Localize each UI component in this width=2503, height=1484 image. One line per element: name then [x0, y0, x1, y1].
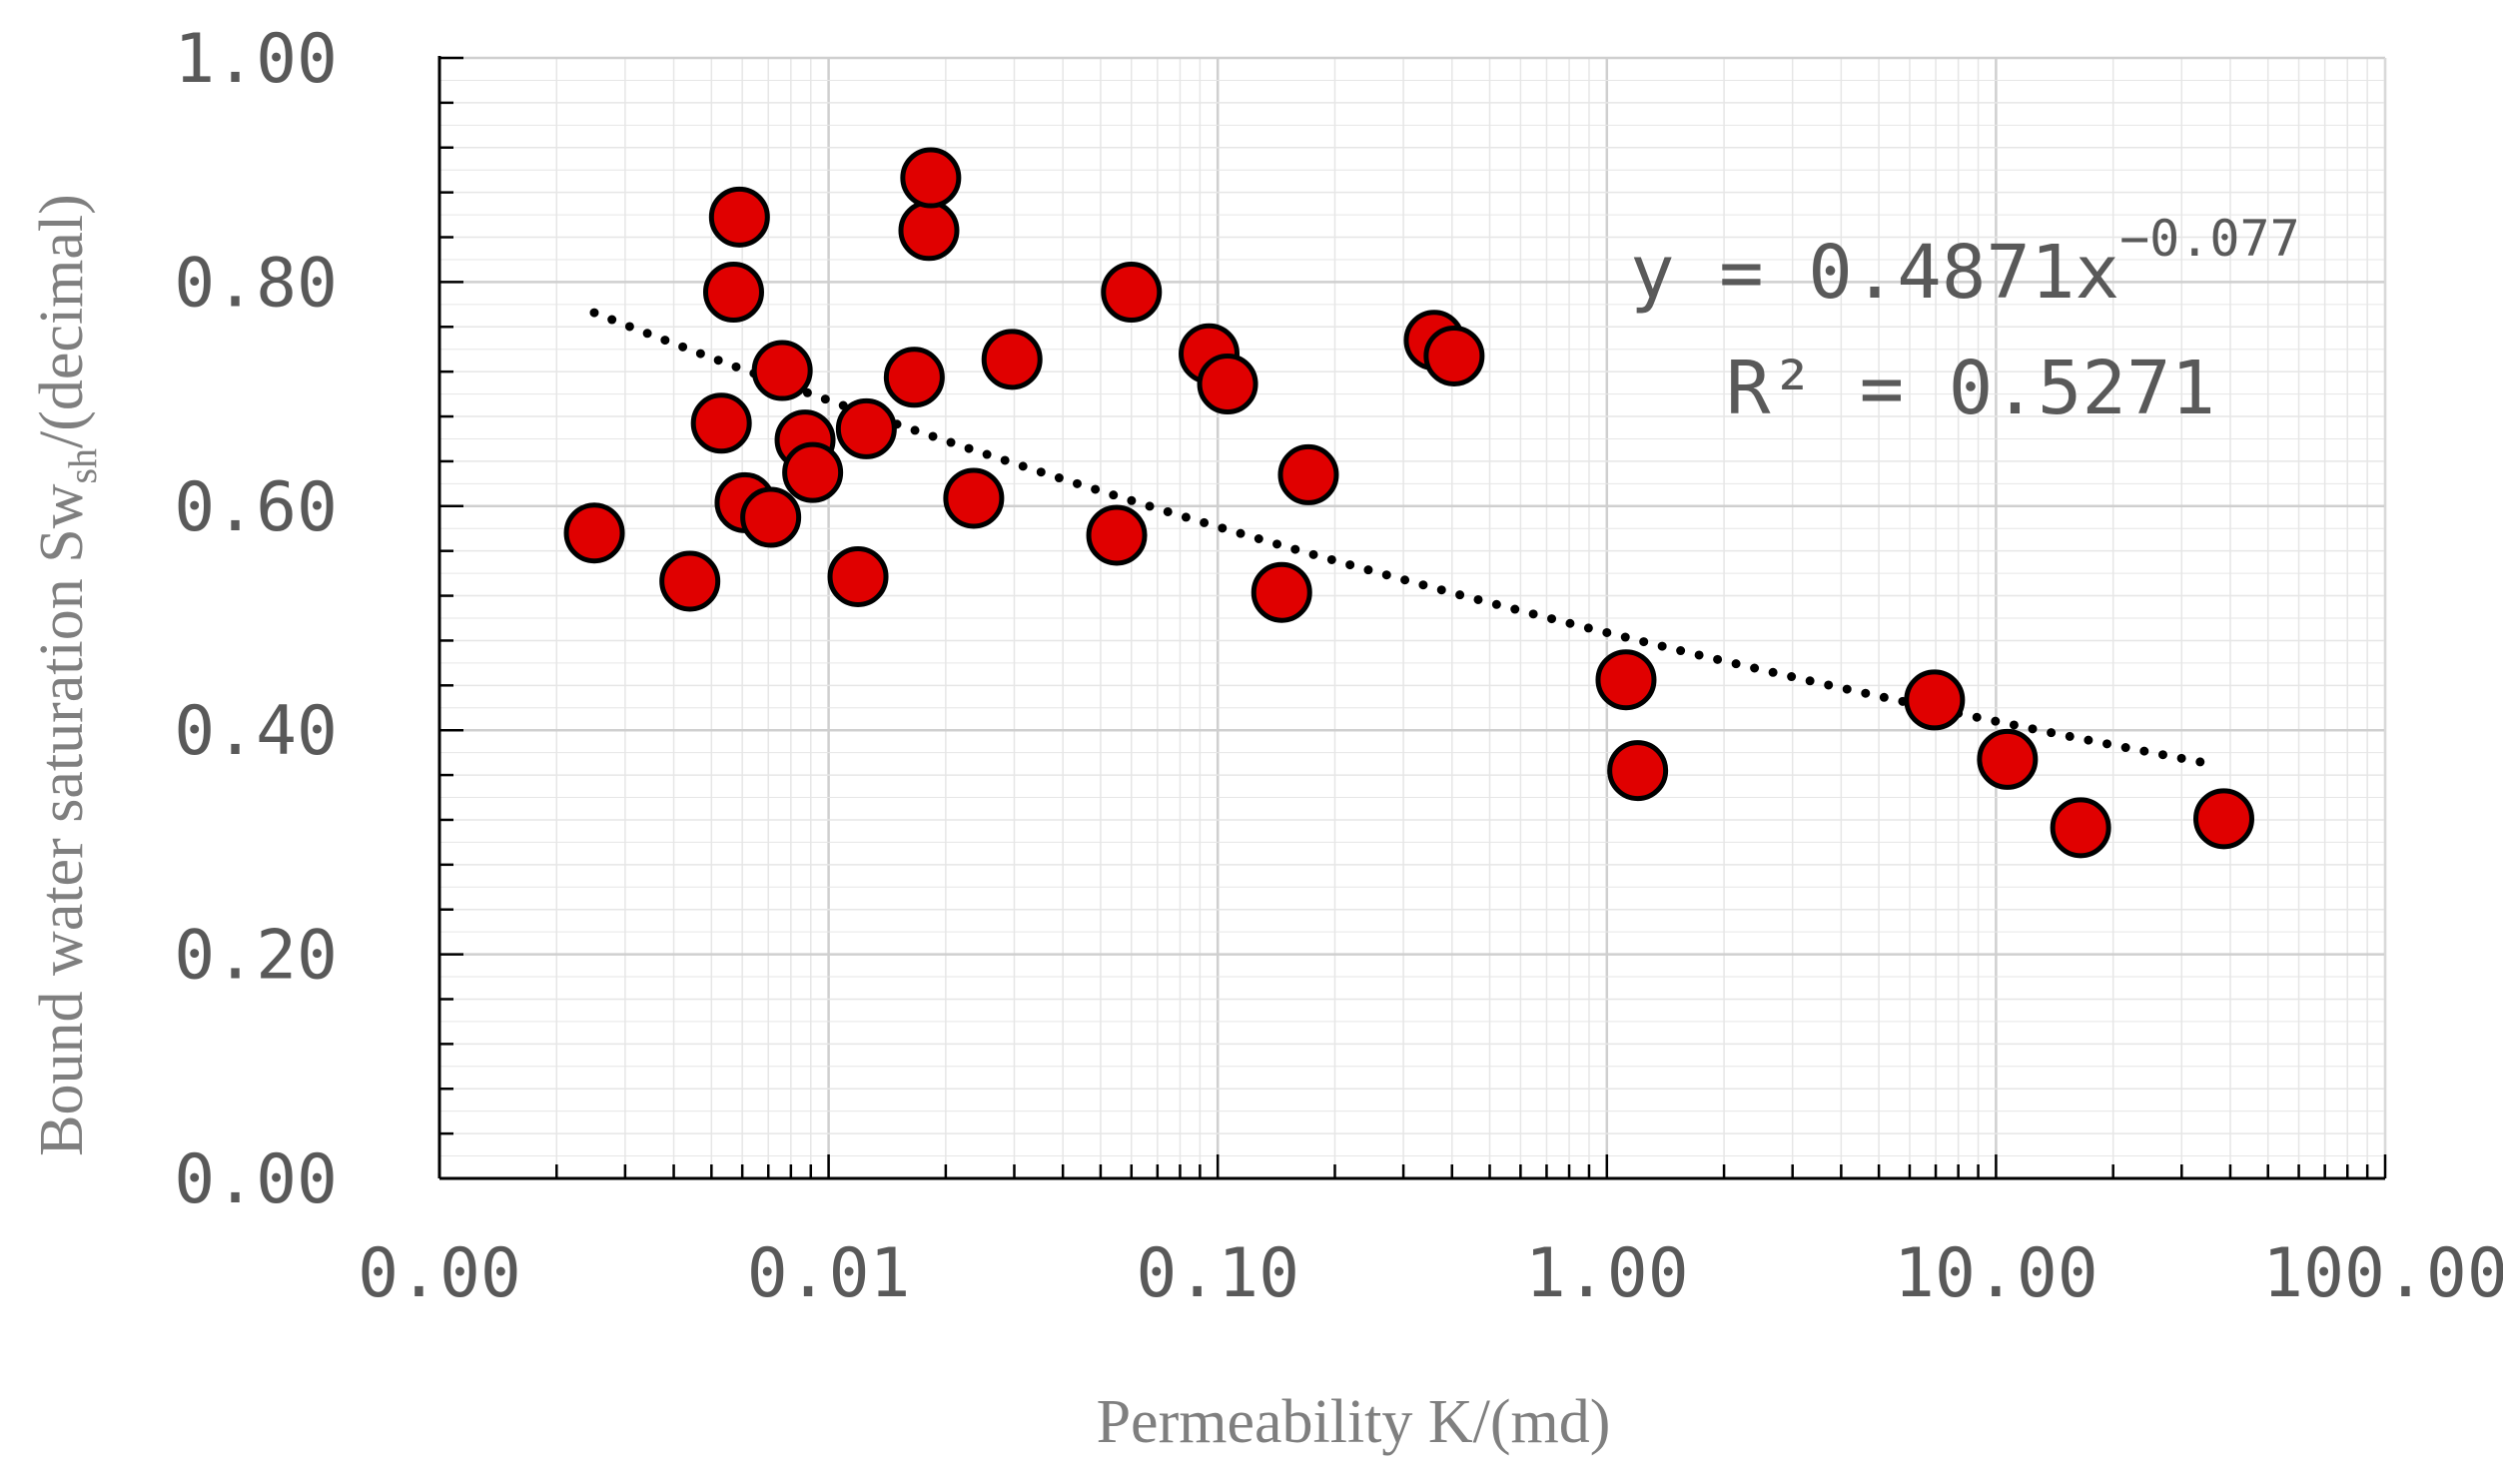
data-point	[943, 467, 1005, 529]
data-point	[1607, 740, 1669, 802]
data-point	[708, 186, 770, 248]
data-point	[751, 340, 813, 401]
data-point	[900, 147, 962, 209]
y-axis-title: Bound water saturation Swsh/(decimal)	[28, 194, 105, 1156]
tick-marks	[437, 56, 2387, 1180]
data-point	[1423, 325, 1485, 386]
r-squared-label: R² = 0.5271	[1726, 346, 2215, 431]
x-tick-label: 0.01	[747, 1234, 911, 1313]
data-point	[702, 261, 764, 323]
data-point	[563, 502, 625, 564]
x-tick-label: 100.00	[2262, 1234, 2503, 1313]
y-axis-title-suffix: /(decimal)	[28, 194, 96, 448]
data-point	[898, 200, 960, 262]
data-point	[1904, 669, 1966, 731]
data-point	[981, 329, 1043, 390]
y-tick-label: 0.60	[174, 468, 338, 547]
y-axis-tick-labels: 0.00 0.20 0.40 0.60 0.80 1.00	[174, 20, 338, 1219]
data-point	[1197, 354, 1258, 415]
data-point	[883, 347, 945, 408]
y-tick-label: 0.80	[174, 244, 338, 323]
data-point	[2050, 797, 2111, 859]
x-axis-tick-labels: 0.00 0.01 0.10 1.00 10.00 100.00	[358, 1234, 2503, 1313]
equation-main: y = 0.4871x	[1630, 230, 2119, 316]
data-point	[1277, 443, 1339, 505]
data-point	[1595, 649, 1657, 711]
data-point	[659, 550, 721, 612]
data-point	[835, 397, 897, 459]
data-point	[1251, 561, 1312, 623]
x-tick-label: 0.10	[1136, 1234, 1299, 1313]
trendline-equation: y = 0.4871x−0.077	[1630, 210, 2300, 316]
data-point	[1977, 728, 2039, 790]
y-tick-label: 0.20	[174, 917, 338, 996]
x-tick-label: 1.00	[1525, 1234, 1689, 1313]
x-axis-title: Permeability K/(md)	[1097, 1388, 1611, 1456]
y-tick-label: 0.40	[174, 692, 338, 771]
y-axis-title-subscript: sh	[60, 448, 105, 484]
axes	[437, 56, 2386, 1180]
y-tick-label: 1.00	[174, 20, 338, 99]
data-point	[2192, 788, 2254, 850]
data-point	[827, 545, 889, 607]
data-point	[1086, 504, 1148, 566]
data-point	[782, 441, 844, 503]
data-point	[1101, 261, 1163, 323]
y-axis-title-main: Bound water saturation Sw	[28, 483, 96, 1156]
data-point	[690, 392, 752, 454]
y-tick-label: 0.00	[174, 1140, 338, 1219]
data-point	[740, 486, 802, 548]
x-tick-label: 10.00	[1894, 1234, 2098, 1313]
equation-exponent: −0.077	[2119, 210, 2300, 268]
data-points	[563, 147, 2254, 859]
x-tick-label: 0.00	[358, 1234, 521, 1313]
